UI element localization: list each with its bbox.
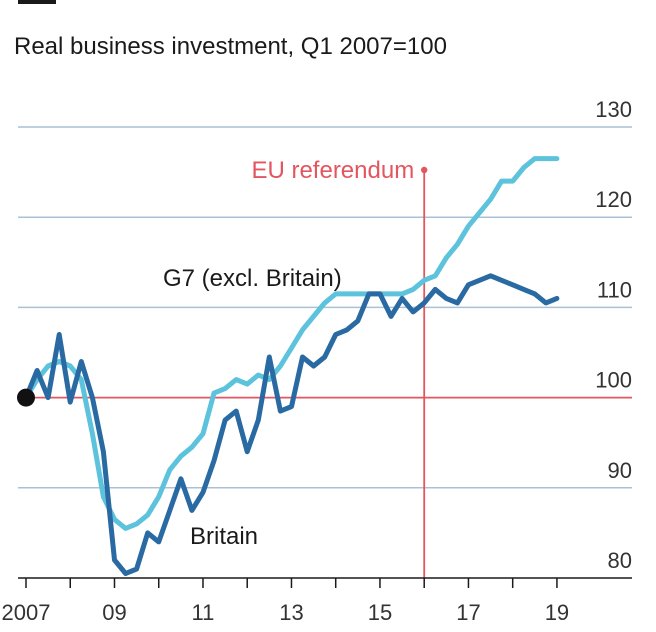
series-lines (17, 156, 560, 576)
x-tick-label: 15 (368, 600, 392, 625)
y-axis-labels: 80 90 100 110 120 130 (595, 97, 632, 573)
y-tick-label: 120 (595, 187, 632, 212)
y-tick-label: 130 (595, 97, 632, 122)
eu-referendum-dot (421, 166, 428, 174)
britain-line (23, 273, 560, 576)
series-labels: G7 (excl. Britain) Britain (163, 265, 342, 550)
y-tick-label: 90 (608, 458, 632, 483)
reference-lines: EU referendum (18, 157, 632, 578)
x-tick-label: 11 (192, 600, 215, 625)
x-axis (18, 577, 632, 588)
eu-referendum-label: EU referendum (251, 157, 414, 184)
g7-line (23, 156, 560, 531)
x-tick-label: 17 (456, 600, 480, 625)
g7-series-label: G7 (excl. Britain) (163, 265, 342, 292)
x-tick-label: 19 (545, 600, 569, 625)
y-tick-label: 80 (608, 548, 632, 573)
x-tick-label: 09 (102, 600, 126, 625)
britain-series-label: Britain (190, 523, 258, 550)
start-marker (17, 388, 35, 407)
x-axis-labels: 2007 09 11 13 15 17 19 (2, 600, 570, 625)
header-rule (18, 0, 56, 4)
x-tick-label: 13 (279, 600, 303, 625)
chart-title: Real business investment, Q1 2007=100 (14, 33, 447, 60)
gridlines (18, 126, 632, 489)
y-tick-label: 100 (595, 368, 632, 393)
x-tick-label: 2007 (2, 600, 51, 625)
y-tick-label: 110 (597, 277, 632, 302)
